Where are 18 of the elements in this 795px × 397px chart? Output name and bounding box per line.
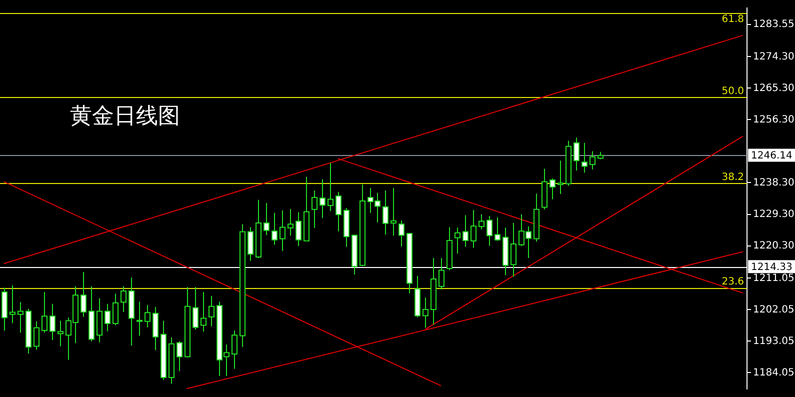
y-tick-label: 1265.30 bbox=[753, 82, 794, 94]
y-tick-label: 1211.05 bbox=[753, 272, 794, 284]
y-tick-label: 1184.05 bbox=[753, 367, 794, 378]
annotation: 38.2 bbox=[722, 172, 744, 184]
annotation: 50.0 bbox=[722, 86, 744, 97]
y-tick-label: 1220.30 bbox=[753, 240, 794, 252]
annotation: 23.6 bbox=[722, 276, 744, 288]
annotation: 61.8 bbox=[722, 14, 744, 26]
y-tick-label: 1229.30 bbox=[753, 208, 794, 220]
y-tick-label: 1193.05 bbox=[753, 336, 794, 347]
y-tick-label: 1238.30 bbox=[753, 177, 794, 188]
y-tick-label: 1283.55 bbox=[753, 18, 794, 30]
ref-line-label: 1214.33 bbox=[751, 262, 792, 273]
text: 黄金日线图 bbox=[70, 103, 180, 131]
y-tick-label: 1202.05 bbox=[753, 304, 794, 316]
y-tick-label: 1256.30 bbox=[753, 114, 794, 126]
ref-line-label: 1246.14 bbox=[751, 150, 792, 162]
y-tick-label: 1274.30 bbox=[753, 51, 794, 62]
